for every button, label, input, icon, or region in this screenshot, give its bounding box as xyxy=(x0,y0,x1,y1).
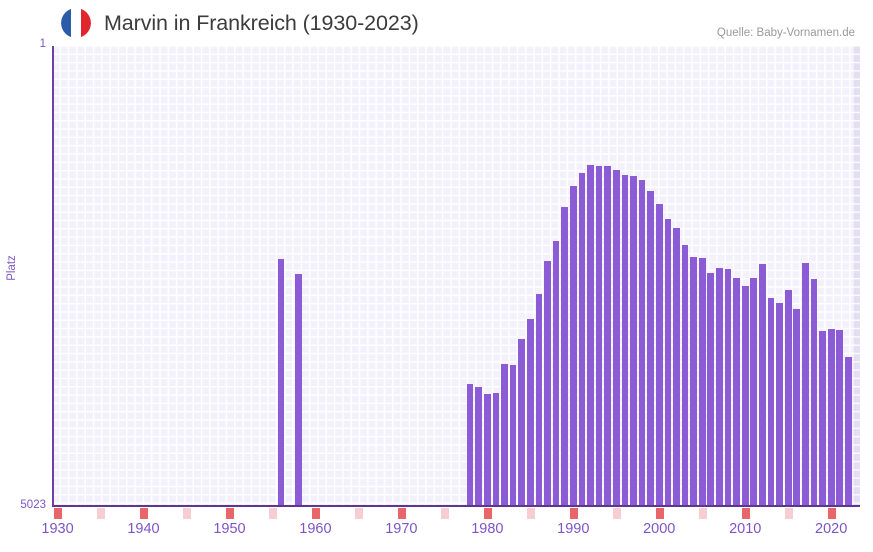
x-tick-mark-1995 xyxy=(612,508,621,519)
x-axis-label-1960: 1960 xyxy=(299,521,332,537)
x-tick-mark-1970 xyxy=(398,508,407,519)
bar-1993 xyxy=(595,166,603,507)
bar-2007 xyxy=(716,268,723,507)
bar-2008 xyxy=(724,268,732,507)
x-tick-mark-2010 xyxy=(741,508,750,519)
bar-2015 xyxy=(784,290,792,507)
bar-1984 xyxy=(518,338,526,507)
y-axis-title: Platz xyxy=(6,255,18,281)
x-axis-line xyxy=(52,505,860,507)
x-tick-mark-1965 xyxy=(355,508,364,519)
bar-2004 xyxy=(690,257,697,507)
x-axis-label-2000: 2000 xyxy=(643,521,676,537)
bar-1992 xyxy=(587,165,594,507)
unranked-region-shading xyxy=(852,46,860,507)
bar-2006 xyxy=(707,272,715,507)
bar-1988 xyxy=(552,241,560,507)
flag-france-icon xyxy=(61,8,91,38)
bar-1978 xyxy=(466,383,474,507)
bar-1997 xyxy=(630,176,637,507)
bar-2001 xyxy=(664,219,672,507)
x-axis-label-1930: 1930 xyxy=(41,521,74,537)
x-axis-label-1980: 1980 xyxy=(471,521,504,537)
bar-2014 xyxy=(776,302,783,507)
bar-2020 xyxy=(827,328,835,507)
bar-1995 xyxy=(612,169,620,507)
source-attribution: Quelle: Baby-Vornamen.de xyxy=(716,27,855,39)
bar-2017 xyxy=(802,262,809,507)
x-axis-tick-marks xyxy=(52,508,860,519)
bar-1981 xyxy=(492,392,500,507)
bar-1986 xyxy=(535,293,543,507)
bar-2002 xyxy=(673,227,680,507)
x-axis-label-1940: 1940 xyxy=(127,521,160,537)
x-tick-mark-1990 xyxy=(569,508,579,519)
bar-1987 xyxy=(544,260,551,507)
bar-1979 xyxy=(475,387,483,507)
bar-2013 xyxy=(767,298,775,507)
bar-series xyxy=(52,46,860,507)
bar-2012 xyxy=(759,264,766,507)
x-tick-mark-2020 xyxy=(827,508,836,519)
x-axis-label-2010: 2010 xyxy=(729,521,762,537)
x-tick-mark-1930 xyxy=(54,508,63,519)
y-axis: 1 5023 Platz xyxy=(0,0,46,552)
bar-2019 xyxy=(819,331,826,507)
x-axis-label-1970: 1970 xyxy=(385,521,418,537)
x-tick-mark-2015 xyxy=(784,508,793,519)
y-axis-line xyxy=(52,46,54,507)
bar-2000 xyxy=(655,203,663,507)
bar-2010 xyxy=(741,286,749,507)
x-tick-mark-1940 xyxy=(140,508,149,519)
bar-2018 xyxy=(810,279,818,507)
x-tick-mark-1980 xyxy=(483,508,493,519)
x-tick-mark-1960 xyxy=(312,508,321,519)
bar-2003 xyxy=(681,245,689,507)
x-tick-mark-1935 xyxy=(97,508,106,519)
bar-1994 xyxy=(604,166,612,507)
y-axis-tick-bottom: 5023 xyxy=(20,499,46,511)
x-tick-mark-1950 xyxy=(226,508,235,519)
bar-1983 xyxy=(509,365,517,507)
x-tick-mark-1945 xyxy=(183,508,192,519)
bar-1982 xyxy=(501,364,508,507)
bar-1956 xyxy=(277,258,285,507)
bar-2021 xyxy=(836,330,844,507)
x-axis-label-1950: 1950 xyxy=(213,521,246,537)
x-tick-mark-1985 xyxy=(526,508,536,519)
x-tick-mark-1975 xyxy=(441,508,450,519)
bar-1980 xyxy=(483,393,491,507)
x-tick-mark-2000 xyxy=(655,508,664,519)
bar-2005 xyxy=(698,257,706,507)
bar-2022 xyxy=(845,357,852,507)
y-axis-tick-top: 1 xyxy=(39,38,46,50)
x-tick-mark-1955 xyxy=(269,508,278,519)
x-axis-label-1990: 1990 xyxy=(557,521,590,537)
x-tick-mark-2005 xyxy=(698,508,707,519)
x-axis-label-2020: 2020 xyxy=(815,521,848,537)
bar-1958 xyxy=(294,273,302,507)
plot-area xyxy=(52,46,860,507)
bar-1989 xyxy=(561,207,569,507)
chart-header: Marvin in Frankreich (1930-2023) Quelle:… xyxy=(0,0,873,46)
bar-2011 xyxy=(750,278,758,507)
bar-1998 xyxy=(638,179,646,507)
x-axis-labels: 1930 1940 1950 1960 1970 1980 1990 2000 2010 2020 xyxy=(41,521,860,545)
bar-1990 xyxy=(569,186,577,507)
bar-2016 xyxy=(793,309,801,507)
bar-1996 xyxy=(621,175,629,507)
bar-2009 xyxy=(733,278,740,507)
bar-1991 xyxy=(578,172,586,507)
page-title: Marvin in Frankreich (1930-2023) xyxy=(104,11,419,35)
bar-1999 xyxy=(647,190,654,507)
bar-1985 xyxy=(526,319,534,507)
